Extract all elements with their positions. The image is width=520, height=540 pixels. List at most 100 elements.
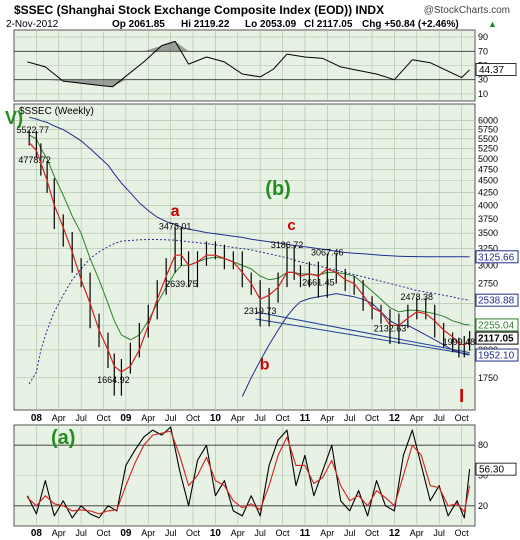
y-tick-label: 5750 (478, 125, 498, 135)
x-tick-label: 08 (31, 528, 43, 539)
x-tick-label: 09 (120, 413, 132, 424)
y-tick-label: 4000 (478, 200, 498, 210)
y-tick-label: 3000 (478, 260, 498, 270)
x-tick-label: Oct (365, 413, 380, 423)
price-tag-box (475, 250, 519, 264)
y-tick-label: 5250 (478, 144, 498, 154)
header-close: Cl 2117.05 (304, 19, 353, 30)
y-tick-label: 10 (478, 89, 488, 99)
short-ema-line (28, 142, 470, 373)
price-tag-box (475, 348, 519, 362)
x-tick-label: Apr (231, 528, 245, 538)
price-annotation: 2478.38 (401, 292, 434, 302)
x-tick-label: Oct (365, 528, 380, 538)
x-tick-label: Apr (141, 528, 155, 538)
x-tick-label: Oct (276, 413, 291, 423)
upper-moving-average-line (29, 116, 470, 258)
x-tick-label: Oct (97, 528, 112, 538)
x-tick-label: Jul (344, 528, 356, 538)
price-tag-box (475, 331, 519, 345)
oversold-fill (81, 79, 100, 86)
y-tick-label: 30 (478, 75, 488, 85)
x-tick-label: Jul (75, 413, 87, 423)
price-tag-label: 1952.10 (478, 351, 515, 362)
dotted-moving-average-line (28, 239, 470, 385)
header-low: Lo 2053.09 (245, 19, 297, 30)
price-panel (13, 103, 476, 411)
x-tick-label: Apr (320, 528, 334, 538)
y-tick-label: 5500 (478, 134, 498, 144)
x-tick-label: Jul (254, 528, 266, 538)
x-tick-label: 09 (120, 528, 132, 539)
wave-label: (b) (265, 178, 291, 200)
x-tick-label: Apr (52, 413, 66, 423)
price-tag-label: 3125.66 (478, 252, 515, 263)
y-tick-label: 20 (478, 501, 488, 511)
price-annotation: 2132.63 (374, 324, 407, 334)
y-tick-label: 4500 (478, 176, 498, 186)
x-tick-label: Oct (455, 528, 470, 538)
x-tick-label: Jul (165, 528, 177, 538)
price-annotation: 2319.73 (244, 306, 277, 316)
bottom-signal-line (27, 430, 471, 515)
last-value-box (475, 462, 517, 476)
x-tick-label: Jul (344, 413, 356, 423)
change-up-arrow-icon: ▲ (488, 19, 497, 29)
y-tick-label: 4750 (478, 164, 498, 174)
price-annotation: 1664.92 (97, 375, 130, 385)
y-tick-label: 90 (478, 32, 488, 42)
price-annotation: 3067.46 (311, 248, 344, 258)
y-tick-label: 3500 (478, 228, 498, 238)
series-layer (26, 40, 471, 519)
overbought-fill (161, 41, 176, 52)
x-tick-label: Jul (165, 413, 177, 423)
x-tick-label: 08 (31, 413, 43, 424)
y-tick-label: 3750 (478, 214, 498, 224)
price-annotation: 3186.72 (271, 240, 304, 250)
y-tick-label: 6000 (478, 116, 498, 126)
price-series-label: $SSEC (Weekly) (19, 106, 94, 117)
y-tick-label: 70 (478, 46, 488, 56)
price-tag-label: 2538.88 (478, 296, 515, 307)
x-tick-label: 12 (389, 528, 401, 539)
wave-label: c (287, 217, 295, 234)
y-tick-label: 4250 (478, 188, 498, 198)
x-tick-label: 11 (300, 528, 311, 539)
x-tick-label: Jul (433, 528, 445, 538)
bottom-oscillator-line (26, 426, 471, 519)
x-tick-label: Oct (455, 413, 470, 423)
price-tag-label: 2117.05 (478, 334, 514, 345)
x-tick-label: Apr (52, 528, 66, 538)
x-tick-label: 12 (389, 413, 401, 424)
wave-label: V) (5, 108, 23, 128)
price-annotation: 2639.75 (165, 279, 198, 289)
label-layer: 103050709044.371750200022502500275030003… (5, 32, 519, 539)
x-tick-label: Apr (320, 413, 334, 423)
header-open: Op 2061.85 (112, 19, 165, 30)
y-tick-label: 80 (478, 440, 488, 450)
bottom-last-value-label: 56.30 (479, 465, 504, 476)
trendline (255, 311, 470, 354)
x-tick-label: Jul (254, 413, 266, 423)
x-tick-label: Jul (75, 528, 87, 538)
x-tick-label: Apr (410, 413, 424, 423)
price-tag-box (475, 318, 519, 332)
top-oscillator-line (27, 40, 470, 88)
x-tick-label: Apr (231, 413, 245, 423)
chart-title: $SSEC (Shanghai Stock Exchange Composite… (14, 3, 384, 17)
last-value-box (475, 63, 517, 76)
top-last-value-label: 44.37 (479, 65, 504, 76)
y-tick-label: 3250 (478, 244, 498, 254)
header-change: Chg +50.84 (+2.46%) (362, 19, 459, 30)
header-high: Hi 2119.22 (181, 19, 230, 30)
y-tick-label: 1750 (478, 373, 498, 383)
mid-moving-average-line (28, 134, 470, 341)
oversold-fill (45, 79, 64, 82)
trendline (255, 318, 470, 355)
header-date: 2-Nov-2012 (6, 19, 59, 30)
wave-label: I (459, 386, 464, 406)
price-annotation: 5522.77 (17, 125, 50, 135)
y-tick-label: 5000 (478, 154, 498, 164)
oversold-fill (99, 79, 113, 87)
